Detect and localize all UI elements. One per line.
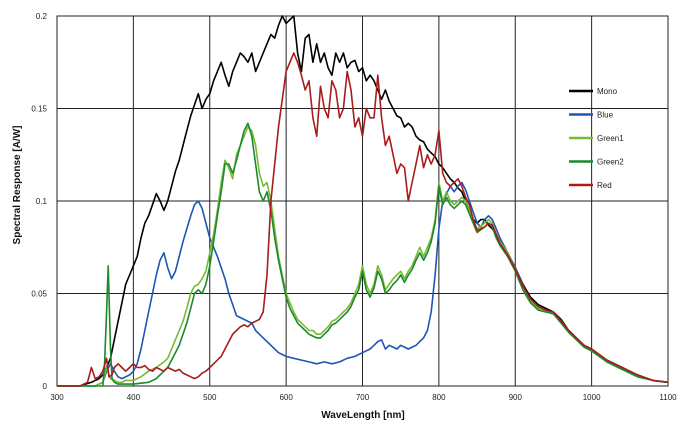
y-tick-label: 0.1 [36, 197, 48, 206]
y-axis-title: Spectral Response [A/W] [12, 126, 23, 245]
x-tick-label: 400 [127, 393, 141, 402]
series-line-red [57, 52, 669, 387]
series-layer [57, 15, 669, 387]
x-axis-title: WaveLength [nm] [321, 410, 405, 421]
series-line-green1 [57, 126, 669, 387]
x-tick-label: 600 [279, 393, 293, 402]
plot-frame [56, 15, 669, 387]
x-tick-label: 800 [432, 393, 446, 402]
legend-label: Red [597, 181, 612, 190]
legend-label: Green2 [597, 158, 624, 167]
y-tick-label: 0.2 [36, 12, 48, 21]
legend-label: Blue [597, 111, 614, 120]
x-tick-label: 300 [50, 393, 64, 402]
x-tick-label: 900 [509, 393, 523, 402]
legend-label: Mono [597, 87, 618, 96]
x-tick-labels: 300 400 500 600 700 800 900 1000 1100 [50, 393, 677, 402]
legend: Mono Blue Green1 Green2 Red [569, 87, 624, 190]
y-tick-label: 0 [43, 382, 48, 391]
x-tick-label: 500 [203, 393, 217, 402]
x-tick-label: 700 [356, 393, 370, 402]
series-line-blue [57, 181, 669, 387]
y-tick-label: 0.15 [31, 105, 47, 114]
series-line-mono [57, 15, 669, 387]
y-tick-labels: 0 0.05 0.1 0.15 0.2 [31, 12, 47, 391]
legend-label: Green1 [597, 134, 624, 143]
x-tick-label: 1000 [583, 393, 601, 402]
x-tick-label: 1100 [659, 393, 677, 402]
y-tick-label: 0.05 [31, 290, 47, 299]
series-line-green2 [57, 122, 669, 387]
